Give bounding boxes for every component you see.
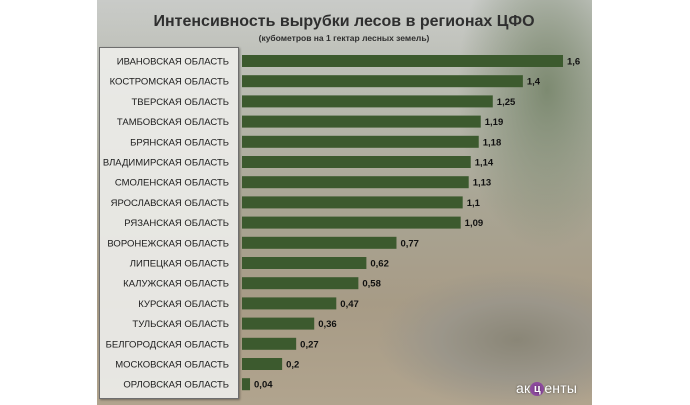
logo-badge: ц xyxy=(530,382,545,396)
category-label: МОСКОВСКАЯ ОБЛАСТЬ xyxy=(115,360,229,371)
category-label: СМОЛЕНСКАЯ ОБЛАСТЬ xyxy=(115,178,229,189)
category-label: ВЛАДИМИРСКАЯ ОБЛАСТЬ xyxy=(103,158,229,169)
value-label: 1,09 xyxy=(465,218,484,229)
value-label: 0,62 xyxy=(370,259,389,270)
category-label: РЯЗАНСКАЯ ОБЛАСТЬ xyxy=(124,218,229,229)
category-label: ВОРОНЕЖСКАЯ ОБЛАСТЬ xyxy=(107,238,229,249)
bar xyxy=(242,156,471,168)
chart-title: Интенсивность вырубки лесов в регионах Ц… xyxy=(153,13,534,30)
bar-chart: Интенсивность вырубки лесов в регионах Ц… xyxy=(103,13,580,391)
value-label: 0,47 xyxy=(340,299,359,310)
chart-subtitle: (кубометров на 1 гектар лесных земель) xyxy=(259,33,430,43)
bar xyxy=(242,115,481,128)
bar xyxy=(242,75,523,88)
value-label: 0,77 xyxy=(400,238,419,249)
bar xyxy=(242,95,493,108)
bar xyxy=(242,277,359,290)
category-label: ОРЛОВСКАЯ ОБЛАСТЬ xyxy=(123,380,229,391)
value-label: 0,2 xyxy=(286,360,299,371)
value-label: 1,18 xyxy=(483,137,502,148)
category-label: ИВАНОВСКАЯ ОБЛАСТЬ xyxy=(117,57,229,68)
category-label: ТАМБОВСКАЯ ОБЛАСТЬ xyxy=(117,117,229,128)
category-label: ТУЛЬСКАЯ ОБЛАСТЬ xyxy=(132,319,229,330)
value-label: 0,58 xyxy=(362,279,381,290)
category-label: ЯРОСЛАВСКАЯ ОБЛАСТЬ xyxy=(111,198,229,209)
akcenty-logo: ак ц енты xyxy=(516,380,577,396)
value-label: 1,4 xyxy=(527,77,541,88)
bar xyxy=(242,196,463,209)
bar xyxy=(242,176,469,189)
bar xyxy=(242,216,461,229)
bar xyxy=(242,378,251,391)
bar xyxy=(242,317,315,330)
chart-frame: Интенсивность вырубки лесов в регионах Ц… xyxy=(97,0,592,405)
value-label: 1,13 xyxy=(473,178,492,189)
value-label: 1,1 xyxy=(467,198,481,209)
category-labels-panel xyxy=(99,47,239,399)
bar xyxy=(242,358,283,370)
bar xyxy=(242,135,479,148)
category-label: БРЯНСКАЯ ОБЛАСТЬ xyxy=(130,137,229,148)
category-label: КУРСКАЯ ОБЛАСТЬ xyxy=(138,299,229,310)
value-label: 1,19 xyxy=(485,117,504,128)
category-label: КАЛУЖСКАЯ ОБЛАСТЬ xyxy=(123,279,229,290)
bar xyxy=(242,55,563,67)
value-label: 0,36 xyxy=(318,319,337,330)
bar xyxy=(242,257,367,269)
category-label: БЕЛГОРОДСКАЯ ОБЛАСТЬ xyxy=(106,339,229,350)
value-label: 1,14 xyxy=(475,158,494,169)
bars-layer: ИВАНОВСКАЯ ОБЛАСТЬ 1,6 КОСТРОМСКАЯ ОБЛАСТЬ… xyxy=(103,55,580,391)
bar xyxy=(242,236,397,249)
logo-text-left: ак xyxy=(516,380,531,396)
category-label: КОСТРОМСКАЯ ОБЛАСТЬ xyxy=(110,77,229,88)
category-label: ЛИПЕЦКАЯ ОБЛАСТЬ xyxy=(130,259,229,270)
bar xyxy=(242,297,337,310)
value-label: 0,04 xyxy=(254,380,273,391)
logo-text-right: енты xyxy=(544,380,578,396)
category-label: ТВЕРСКАЯ ОБЛАСТЬ xyxy=(131,97,229,108)
value-label: 1,25 xyxy=(497,97,516,108)
value-label: 0,27 xyxy=(300,339,319,350)
value-label: 1,6 xyxy=(567,57,580,68)
bar xyxy=(242,337,297,350)
